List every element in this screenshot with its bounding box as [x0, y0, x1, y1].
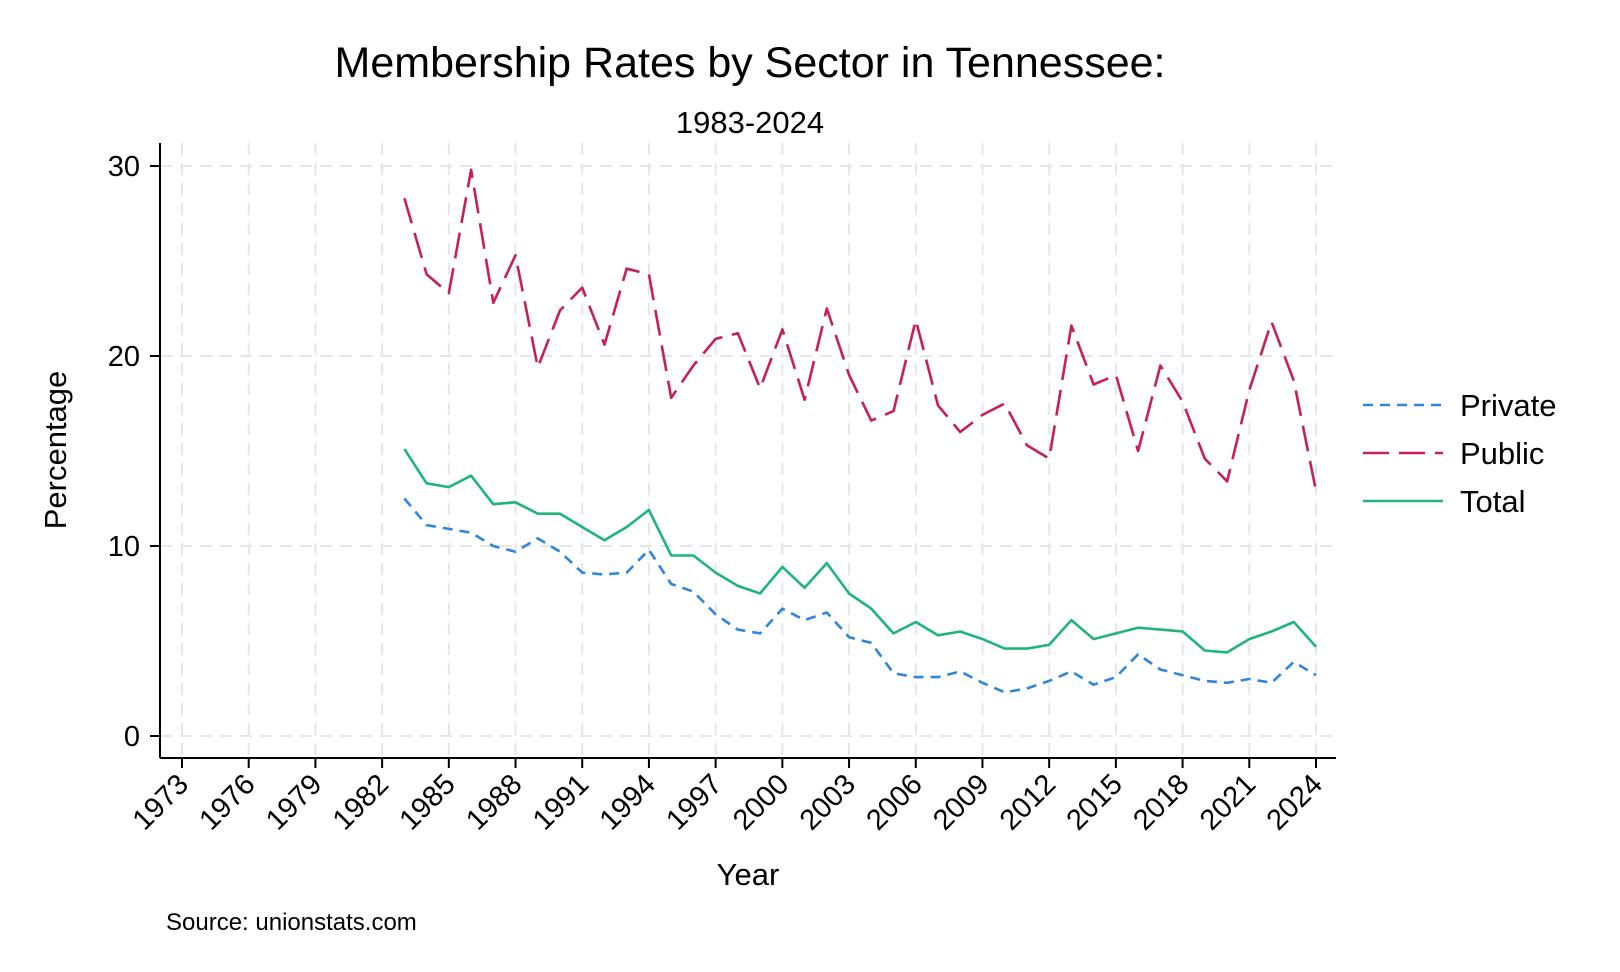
x-tick-label: 1982	[327, 768, 395, 836]
x-tick-label: 2012	[994, 768, 1062, 836]
chart-subtitle: 1983-2024	[676, 105, 824, 140]
x-tick-label: 1997	[660, 768, 728, 836]
y-tick-label: 20	[108, 341, 140, 373]
legend-label-total: Total	[1460, 484, 1525, 519]
y-tick-label: 0	[124, 721, 140, 753]
y-tick-label: 10	[108, 531, 140, 563]
x-tick-label: 2015	[1061, 768, 1129, 836]
grid	[160, 143, 1336, 758]
y-axis-title: Percentage	[38, 371, 73, 530]
axes	[159, 143, 1336, 759]
y-axis-ticks: 0 10 20 30	[108, 151, 160, 753]
series-line-public	[403, 168, 1318, 492]
x-tick-label: 1973	[127, 768, 195, 836]
x-tick-label: 2006	[860, 768, 928, 836]
x-tick-label: 1985	[394, 768, 462, 836]
series-line-total	[403, 448, 1317, 654]
x-tick-label: 1979	[260, 768, 328, 836]
x-tick-label: 1976	[193, 768, 261, 836]
x-axis-title: Year	[717, 857, 780, 892]
x-tick-label: 2018	[1127, 768, 1195, 836]
legend: Private Public Total	[1363, 388, 1556, 519]
legend-label-public: Public	[1460, 436, 1544, 471]
x-tick-label: 2021	[1194, 768, 1262, 836]
legend-label-private: Private	[1460, 388, 1556, 423]
y-tick-label: 30	[108, 151, 140, 183]
source-note: Source: unionstats.com	[166, 909, 417, 936]
series-line-private	[403, 497, 1317, 694]
x-axis-ticks: 1973197619791982198519881991199419972000…	[127, 758, 1329, 837]
x-tick-label: 2000	[727, 768, 795, 836]
x-tick-label: 2009	[927, 768, 995, 836]
chart-title: Membership Rates by Sector in Tennessee:	[335, 39, 1166, 87]
x-tick-label: 2024	[1261, 768, 1329, 836]
series-lines	[403, 168, 1318, 694]
x-tick-label: 2003	[794, 768, 862, 836]
x-tick-label: 1991	[527, 768, 595, 836]
x-tick-label: 1994	[594, 768, 662, 836]
x-tick-label: 1988	[460, 768, 528, 836]
